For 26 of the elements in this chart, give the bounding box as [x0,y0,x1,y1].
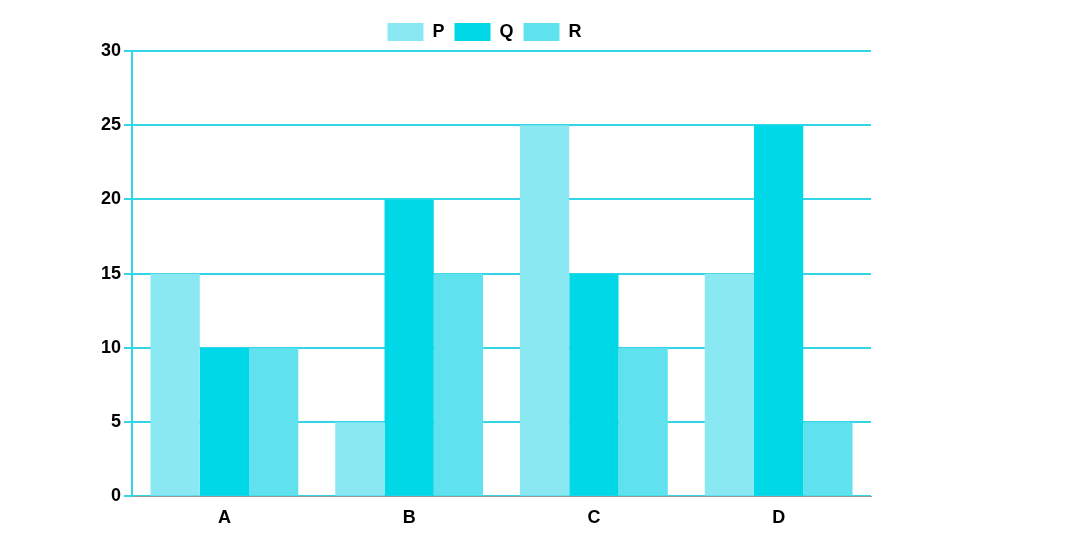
bar [569,273,619,496]
y-tick-label: 0 [111,485,122,506]
bar [335,422,385,496]
bar [754,125,804,496]
legend-label: R [568,20,582,41]
x-tick-label: A [217,507,231,528]
legend-label: Q [499,20,514,41]
x-tick-label: C [587,507,601,528]
x-tick-label: B [402,507,416,528]
bar [618,347,668,496]
y-tick-label: 15 [100,262,122,283]
y-tick-label: 20 [100,188,122,209]
y-tick-label: 5 [111,411,122,432]
bar [150,273,200,496]
y-tick-label: 10 [100,336,122,357]
bar [803,422,853,496]
bar [199,347,250,496]
x-tick-label: D [772,507,786,528]
bar [433,273,484,496]
y-tick-label: 30 [100,39,122,60]
bar [249,347,299,496]
bar [384,199,434,496]
bar [519,125,570,496]
y-tick-label: 25 [100,114,122,135]
bar [704,273,754,496]
legend-label: P [432,20,445,41]
